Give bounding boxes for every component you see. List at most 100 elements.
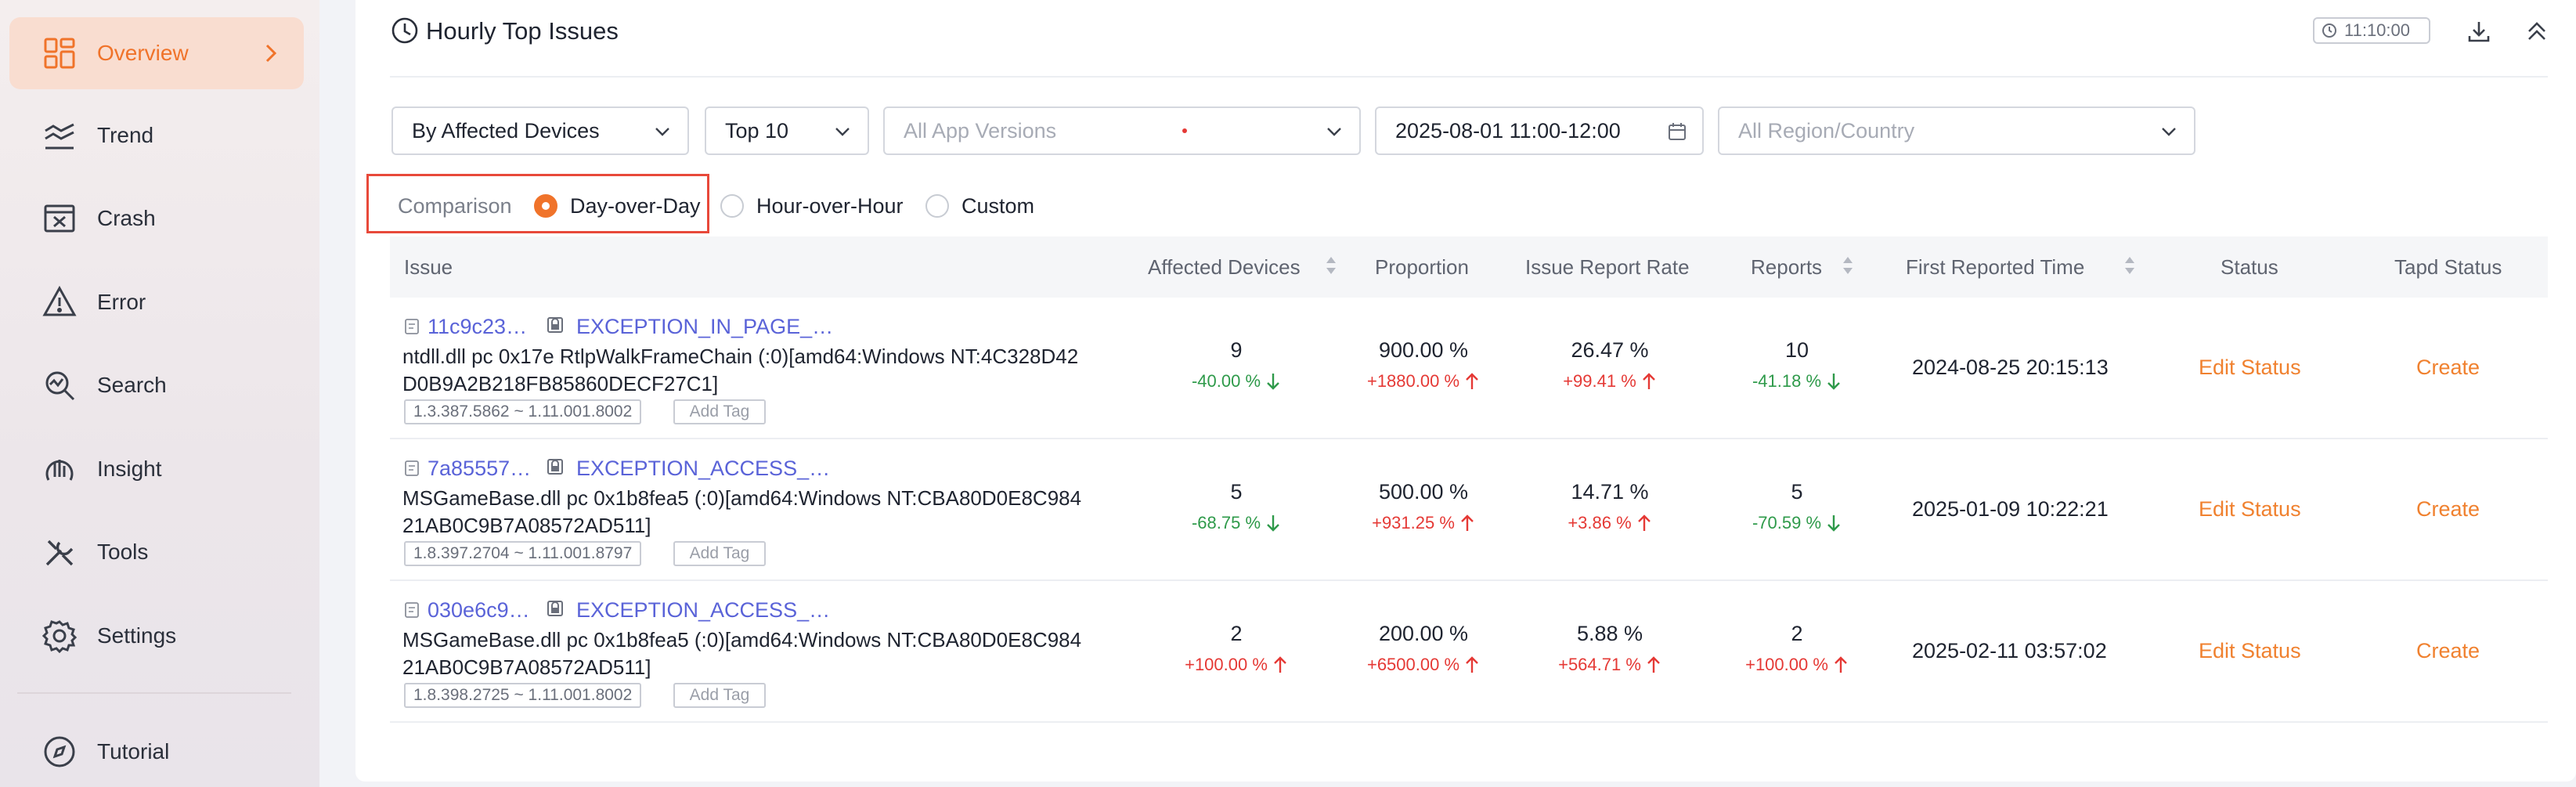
affected-devices-value: 2 (1230, 622, 1243, 645)
tools-icon (45, 540, 74, 566)
tapd-create-link[interactable]: Create (2416, 356, 2480, 379)
sidebar-item-crash[interactable]: Crash (9, 182, 304, 255)
edit-status-link[interactable]: Edit Status (2199, 356, 2301, 379)
affected-devices-delta-text: -40.00 % (1191, 371, 1261, 391)
proportion-delta: +1880.00 % (1329, 371, 1517, 392)
lock-icon (547, 601, 563, 616)
proportion-delta-text: +6500.00 % (1366, 655, 1460, 674)
top-n-select-value: Top 10 (725, 118, 789, 143)
sidebar: Overview Trend Crash Error Search Insigh… (0, 0, 319, 787)
sort-icon[interactable] (2123, 254, 2136, 277)
tapd-create-link[interactable]: Create (2416, 497, 2480, 521)
col-status: Status (2221, 255, 2278, 279)
radio-hour-over-hour[interactable] (720, 194, 744, 218)
gear-icon (42, 620, 77, 653)
arrow-up-icon (1642, 373, 1655, 389)
edit-status-link[interactable]: Edit Status (2199, 497, 2301, 521)
issue-id-link[interactable]: 030e6c9… (428, 598, 530, 622)
exception-link[interactable]: EXCEPTION_ACCESS_… (576, 457, 831, 480)
sidebar-item-error[interactable]: Error (9, 266, 304, 338)
issue-id-link[interactable]: 7a85557… (428, 457, 532, 480)
sidebar-divider (17, 692, 291, 694)
add-tag-button[interactable]: Add Tag (673, 683, 766, 708)
add-tag-button[interactable]: Add Tag (673, 541, 766, 566)
sidebar-item-label: Overview (97, 41, 189, 65)
sidebar-item-label: Search (97, 373, 167, 397)
sort-icon[interactable] (1842, 254, 1854, 277)
metric-select-value: By Affected Devices (412, 118, 600, 143)
collapse-icon[interactable] (2523, 17, 2551, 45)
radio-label-custom[interactable]: Custom (961, 194, 1035, 218)
row-divider (390, 721, 2548, 723)
radio-day-over-day[interactable] (534, 194, 557, 218)
sidebar-item-search[interactable]: Search (9, 349, 304, 421)
affected-devices-delta-text: +100.00 % (1185, 655, 1268, 674)
issue-description-line: D0B9A2B218FB85860DECF27C1] (402, 372, 719, 395)
col-first-reported-time[interactable]: First Reported Time (1906, 255, 2085, 279)
header-divider (390, 76, 2548, 78)
chevron-down-icon (835, 128, 850, 136)
reports-delta-text: -70.59 % (1752, 513, 1822, 532)
radio-label-hour-over-hour[interactable]: Hour-over-Hour (756, 194, 904, 218)
time-chip[interactable]: 11:10:00 (2313, 17, 2430, 44)
add-tag-button[interactable]: Add Tag (673, 399, 766, 424)
issue-id-link[interactable]: 11c9c23… (428, 315, 528, 338)
sort-icon[interactable] (1325, 254, 1337, 277)
search-icon (45, 371, 75, 401)
col-affected-devices[interactable]: Affected Devices (1148, 255, 1301, 279)
sidebar-item-tools[interactable]: Tools (9, 516, 304, 588)
exception-link[interactable]: EXCEPTION_ACCESS_… (576, 598, 831, 622)
first-reported-time: 2024-08-25 20:15:13 (1912, 356, 2109, 379)
calendar-icon (1669, 123, 1686, 140)
issue-description-line: 21AB0C9B7A08572AD511] (402, 655, 651, 679)
top-n-select[interactable]: Top 10 (705, 106, 869, 155)
radio-custom[interactable] (925, 194, 949, 218)
app-versions-select[interactable]: All App Versions (883, 106, 1361, 155)
affected-devices-delta: -40.00 % (1142, 371, 1330, 392)
version-range-tag: 1.8.398.2725 ~ 1.11.001.8002 (404, 683, 642, 708)
chevron-right-icon (265, 44, 277, 63)
sidebar-item-settings[interactable]: Settings (9, 600, 304, 672)
insight-icon (45, 460, 74, 481)
sidebar-item-trend[interactable]: Trend (9, 99, 304, 171)
row-divider (390, 579, 2548, 581)
reports-delta: -70.59 % (1703, 513, 1891, 533)
document-id-icon (405, 319, 419, 334)
lock-icon (547, 317, 563, 333)
col-reports[interactable]: Reports (1751, 255, 1823, 279)
trend-icon (45, 123, 74, 150)
reports-delta-text: -41.18 % (1752, 371, 1822, 391)
metric-select[interactable]: By Affected Devices (391, 106, 689, 155)
issue-description-line: ntdll.dll pc 0x17e RtlpWalkFrameChain (:… (402, 345, 1079, 368)
issue-report-rate-delta: +3.86 % (1516, 513, 1704, 533)
crash-icon (44, 204, 75, 233)
region-select[interactable]: All Region/Country (1718, 106, 2195, 155)
date-range-picker[interactable]: 2025-08-01 11:00-12:00 (1375, 106, 1704, 155)
sidebar-item-overview[interactable]: Overview (9, 17, 304, 89)
issue-description-line: MSGameBase.dll pc 0x1b8fea5 (:0)[amd64:W… (402, 628, 1082, 652)
arrow-up-icon (1274, 656, 1286, 673)
tapd-create-link[interactable]: Create (2416, 639, 2480, 662)
chevron-down-icon (2162, 128, 2176, 136)
edit-status-link[interactable]: Edit Status (2199, 639, 2301, 662)
sidebar-item-insight[interactable]: Insight (9, 433, 304, 505)
proportion-delta-text: +1880.00 % (1366, 371, 1460, 391)
version-range-tag: 1.3.387.5862 ~ 1.11.001.8002 (404, 399, 642, 424)
issue-report-rate-value: 14.71 % (1571, 480, 1649, 504)
col-issue-report-rate: Issue Report Rate (1525, 255, 1690, 279)
exception-link[interactable]: EXCEPTION_IN_PAGE_… (576, 315, 834, 338)
row-divider (390, 438, 2548, 439)
download-icon[interactable] (2465, 17, 2493, 45)
lock-icon (547, 459, 563, 475)
region-placeholder: All Region/Country (1738, 118, 1915, 143)
version-range-tag: 1.8.397.2704 ~ 1.11.001.8797 (404, 541, 642, 566)
arrow-down-icon (1827, 515, 1840, 532)
clock-chart-icon (391, 17, 418, 44)
compass-icon (44, 736, 75, 767)
sidebar-item-tutorial[interactable]: Tutorial (9, 716, 304, 787)
affected-devices-delta: -68.75 % (1142, 513, 1330, 533)
comparison-highlight (366, 174, 709, 233)
first-reported-time: 2025-01-09 10:22:21 (1912, 497, 2109, 521)
radio-label-day-over-day[interactable]: Day-over-Day (570, 194, 701, 218)
affected-devices-delta-text: -68.75 % (1191, 513, 1261, 532)
